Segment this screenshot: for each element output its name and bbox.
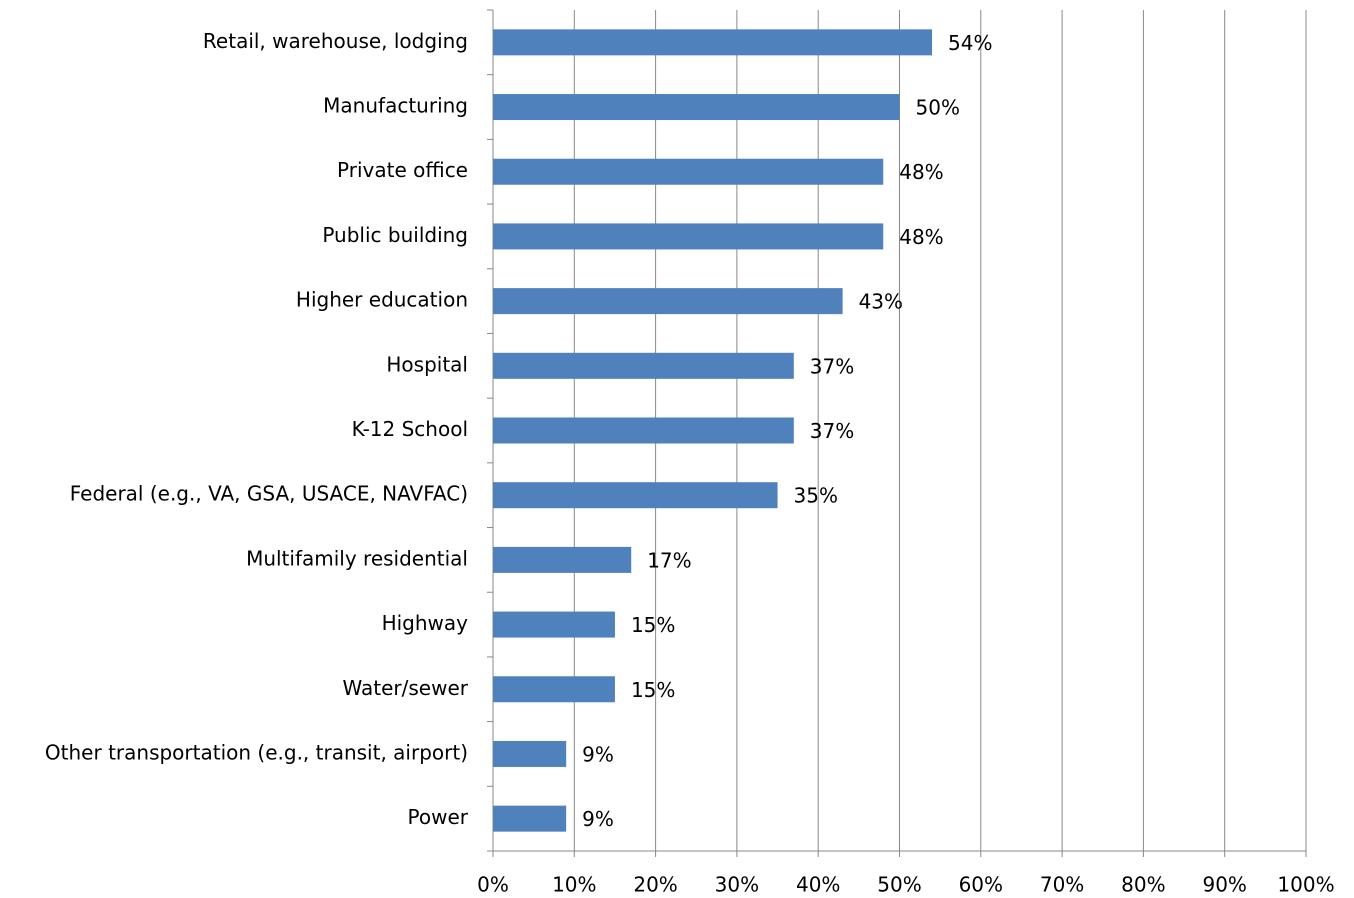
y-tick-label: Public building [322,223,468,247]
x-tick-label: 50% [877,873,921,897]
y-tick-label: Federal (e.g., VA, GSA, USACE, NAVFAC) [70,482,468,506]
x-tick-label: 90% [1202,873,1246,897]
y-tick-label: Other transportation (e.g., transit, air… [45,740,468,764]
y-tick-label: Water/sewer [343,676,469,700]
data-label: 15% [631,613,675,637]
bar [493,417,794,444]
bar [493,805,567,832]
data-label: 50% [916,96,960,120]
bar [493,740,567,767]
data-label: 48% [899,225,943,249]
x-tick-label: 10% [552,873,596,897]
data-label: 9% [582,742,614,766]
y-tick-label: Hospital [386,352,468,376]
bar [493,223,884,250]
data-label: 54% [948,31,992,55]
x-tick-label: 70% [1040,873,1084,897]
y-tick-label: Private office [337,158,468,182]
data-label: 17% [647,548,691,572]
x-tick-label: 30% [715,873,759,897]
data-label: 15% [631,678,675,702]
bar [493,676,615,703]
bar [493,158,884,185]
bar [493,29,933,56]
y-tick-label: Power [408,805,469,829]
y-tick-label: Retail, warehouse, lodging [203,29,468,53]
x-tick-label: 20% [633,873,677,897]
bar [493,94,900,121]
x-tick-label: 60% [959,873,1003,897]
y-tick-label: Higher education [296,288,468,312]
bar [493,352,794,379]
data-label: 48% [899,160,943,184]
y-tick-label: Highway [382,611,469,635]
data-label: 9% [582,807,614,831]
bar [493,288,843,315]
y-tick-label: Multifamily residential [246,546,468,570]
bar [493,482,778,509]
data-label: 35% [794,484,838,508]
y-tick-label: Manufacturing [323,94,468,118]
x-tick-label: 0% [477,873,509,897]
x-tick-label: 100% [1277,873,1334,897]
data-label: 43% [859,290,903,314]
y-tick-label: K-12 School [352,417,468,441]
bar [493,546,632,573]
data-label: 37% [810,354,854,378]
data-label: 37% [810,419,854,443]
bar [493,611,615,638]
x-tick-label: 80% [1121,873,1165,897]
x-tick-label: 40% [796,873,840,897]
